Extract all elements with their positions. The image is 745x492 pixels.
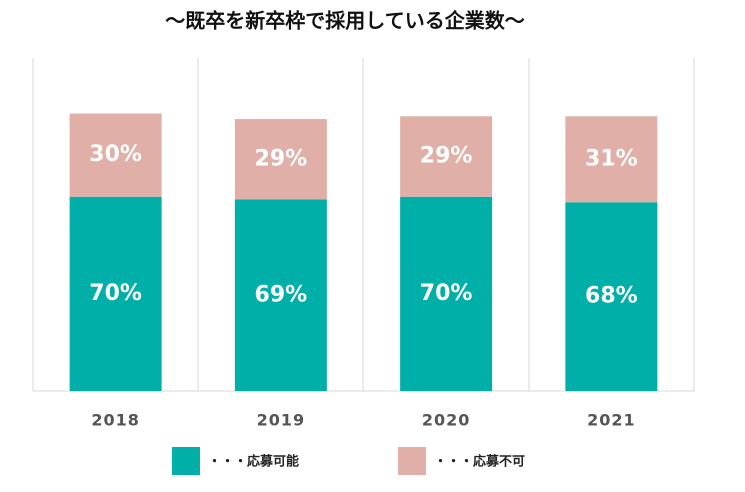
value-label: 70% — [420, 281, 473, 306]
x-tick-label: 2019 — [257, 411, 306, 430]
bar-segment — [234, 199, 327, 391]
bar-segment — [565, 116, 658, 203]
value-label: 30% — [89, 142, 142, 167]
legend-label: ・・・応募不可 — [434, 454, 525, 470]
x-tick-label: 2021 — [587, 411, 636, 430]
value-label: 69% — [255, 282, 308, 307]
value-label: 70% — [89, 281, 142, 306]
legend-label: ・・・応募可能 — [208, 454, 299, 470]
bar-segment — [234, 119, 327, 200]
value-label: 29% — [420, 144, 473, 169]
value-label: 31% — [585, 146, 638, 171]
value-label: 29% — [255, 146, 308, 171]
legend-swatch — [172, 447, 200, 475]
chart-title: ～既卒を新卒枠で採用している企業数～ — [165, 9, 524, 33]
bar-segment — [69, 196, 162, 391]
x-tick-label: 2020 — [422, 411, 471, 430]
bar-segment — [565, 202, 658, 391]
bar-segment — [400, 196, 493, 391]
legend-swatch — [398, 447, 426, 475]
bar-segment — [69, 113, 162, 197]
value-label: 68% — [585, 284, 638, 309]
bar-segment — [400, 116, 493, 197]
x-tick-label: 2018 — [91, 411, 140, 430]
